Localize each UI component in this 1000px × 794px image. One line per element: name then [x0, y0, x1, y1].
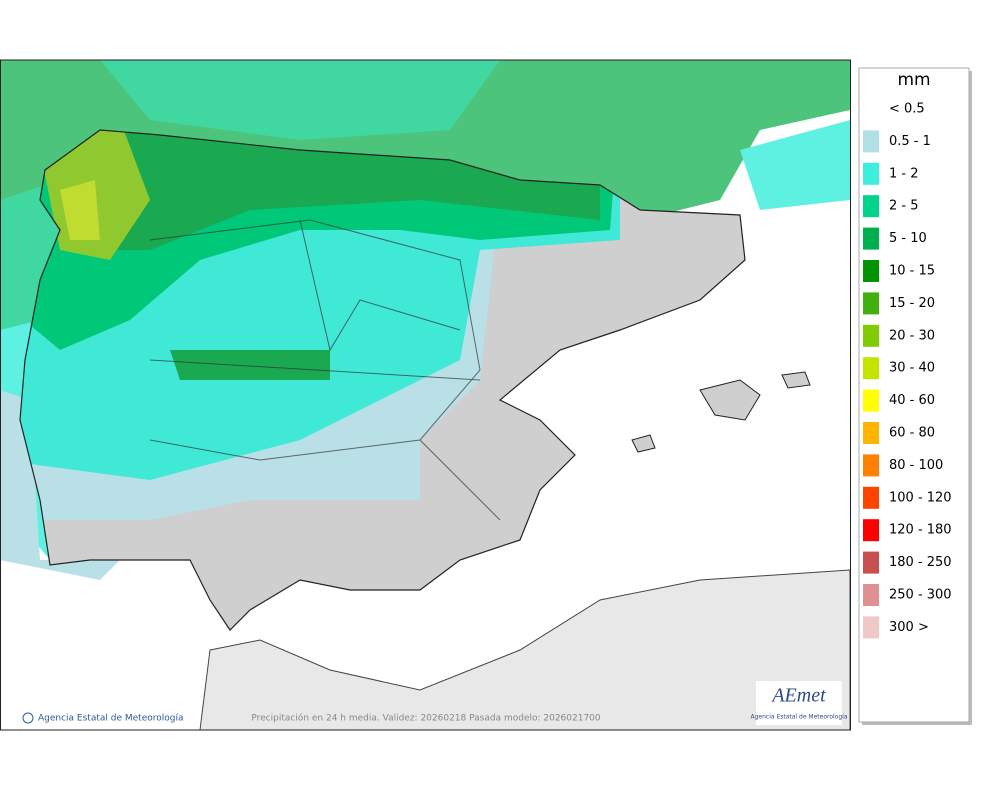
legend-label: 250 - 300	[889, 588, 952, 603]
legend-swatch	[863, 519, 879, 542]
logo-box	[756, 681, 842, 725]
sea-precip	[740, 120, 850, 210]
legend-label: 30 - 40	[889, 361, 935, 376]
legend-swatch	[863, 584, 879, 606]
island	[781, 371, 811, 389]
precip-zone	[170, 350, 330, 380]
legend-label: 60 - 80	[889, 426, 935, 441]
legend-title: mm	[897, 70, 930, 90]
legend-swatch	[863, 389, 879, 412]
legend-swatch	[863, 260, 879, 282]
legend-label: 40 - 60	[889, 393, 935, 408]
legend-swatch	[863, 551, 879, 574]
region-borders	[149, 219, 501, 521]
legend: mm < 0.5 0.5 - 1 1 - 2 2 - 5 5 - 10 10 - 15 15…	[863, 70, 952, 639]
legend-swatch	[863, 227, 879, 250]
legend-swatch	[863, 486, 879, 509]
credit: Agencia Estatal de Meteorología	[38, 714, 184, 724]
legend-label: 0.5 - 1	[889, 134, 931, 149]
legend-label: 120 - 180	[889, 523, 952, 538]
copyright-icon	[22, 712, 34, 724]
legend-label: 15 - 20	[889, 296, 935, 311]
legend-label: 20 - 30	[889, 328, 935, 343]
logo: AEmet	[770, 685, 826, 707]
legend-swatch	[863, 324, 879, 347]
logo-subtitle: Agencia Estatal de Meteorología	[751, 714, 848, 721]
legend-swatch	[863, 162, 879, 185]
legend-label: 300 >	[889, 620, 929, 635]
legend-label: < 0.5	[889, 102, 925, 117]
africa	[199, 569, 850, 730]
map-frame	[0, 59, 851, 731]
legend-swatch	[863, 357, 879, 380]
legend-swatch	[863, 130, 879, 153]
legend-swatch	[863, 616, 879, 639]
legend-label: 1 - 2	[889, 166, 919, 181]
precip-zone	[60, 180, 100, 240]
legend-label: 100 - 120	[889, 490, 952, 505]
map-area: AEmet Agencia Estatal de Meteorología Ag…	[1, 60, 850, 730]
legend-label: 10 - 15	[889, 264, 935, 279]
legend-label: 5 - 10	[889, 231, 927, 246]
legend-swatch	[863, 454, 879, 477]
legend-label: 80 - 100	[889, 458, 943, 473]
legend-swatch	[863, 292, 879, 315]
legend-swatch	[863, 195, 879, 218]
legend-label: 2 - 5	[889, 199, 919, 214]
footer: Precipitación en 24 h media. Validez: 20…	[251, 713, 601, 724]
legend-swatch	[863, 422, 879, 444]
legend-label: 180 - 250	[889, 555, 952, 570]
island	[631, 434, 656, 453]
sea-precip	[100, 60, 500, 140]
island	[699, 379, 761, 421]
